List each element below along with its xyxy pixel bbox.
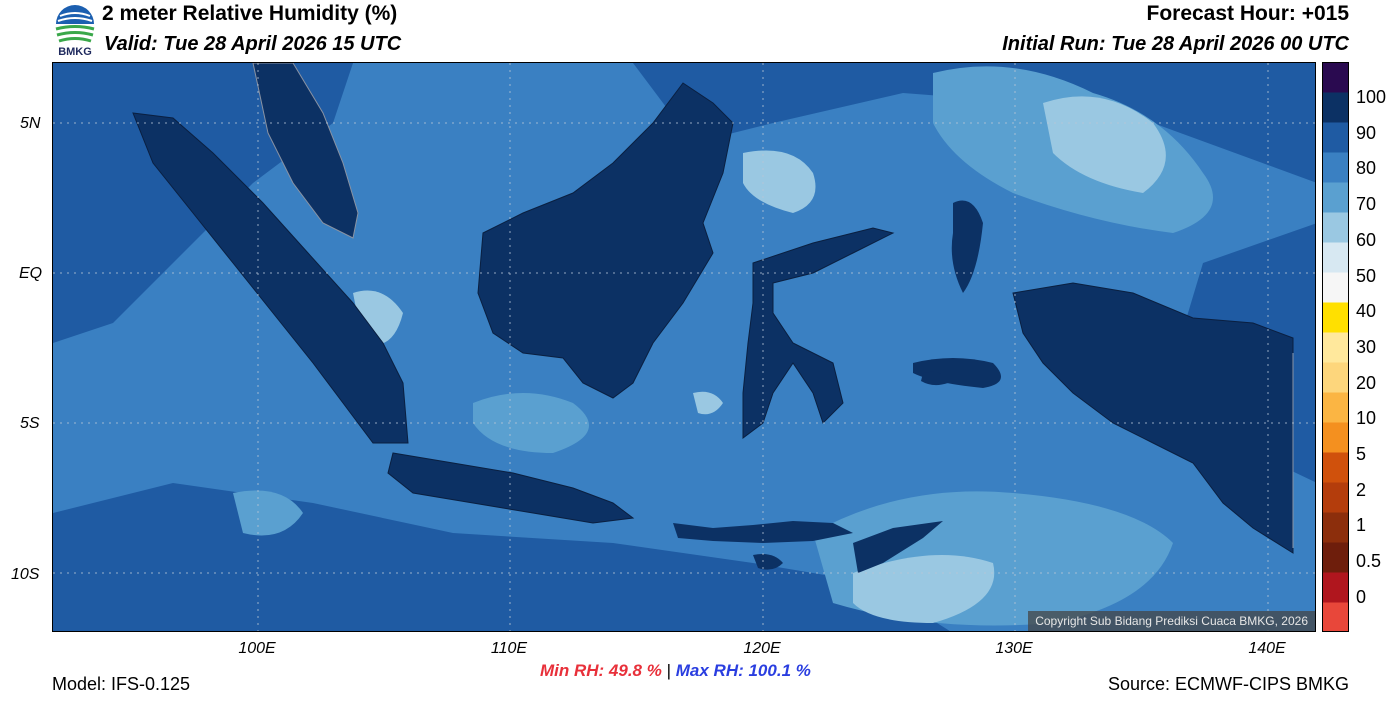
color-scale-step [1322, 362, 1349, 393]
color-scale-step [1322, 602, 1349, 632]
color-scale-step [1322, 272, 1349, 303]
color-scale-label: 5 [1356, 444, 1367, 464]
color-scale-label: 50 [1356, 265, 1377, 286]
color-scale-step [1322, 392, 1349, 423]
color-scale-step [1322, 482, 1349, 513]
color-scale-step [1322, 92, 1349, 123]
lon-label-140e: 140E [1248, 640, 1286, 657]
forecast-hour: Forecast Hour: +015 [1146, 2, 1350, 25]
max-rh-value: Max RH: 100.1 % [675, 661, 811, 680]
map-canvas [53, 63, 1315, 631]
lat-label-5s: 5S [20, 415, 40, 432]
color-scale-step [1322, 152, 1349, 183]
lon-label-110e: 110E [490, 640, 528, 657]
color-scale-label: 70 [1356, 194, 1377, 215]
initial-run: Initial Run: Tue 28 April 2026 00 UTC [1002, 33, 1349, 55]
lon-label-120e: 120E [743, 640, 781, 657]
color-scale-label: 2 [1356, 479, 1367, 500]
color-scale-label: 80 [1356, 158, 1377, 179]
model-label: Model: IFS-0.125 [52, 674, 191, 694]
copyright-note: Copyright Sub Bidang Prediksi Cuaca BMKG… [1028, 611, 1315, 631]
color-scale-step [1322, 182, 1349, 213]
lat-label-eq: EQ [19, 265, 43, 282]
lat-label-5n: 5N [20, 115, 41, 132]
color-scale-step [1322, 542, 1349, 573]
color-scale-step [1322, 572, 1349, 603]
bmkg-logo-icon [55, 5, 95, 43]
lon-label-100e: 100E [238, 640, 276, 657]
color-scale-step [1322, 302, 1349, 333]
color-scale-step [1322, 512, 1349, 543]
rh-min-max: Min RH: 49.8 % | Max RH: 100.1 % [540, 661, 811, 681]
valid-time: Valid: Tue 28 April 2026 15 UTC [104, 33, 402, 55]
color-scale-step [1322, 452, 1349, 483]
color-scale-step [1322, 212, 1349, 243]
color-scale-label: 10 [1356, 408, 1377, 429]
lat-label-10s: 10S [11, 566, 40, 583]
color-scale-label: 40 [1356, 301, 1377, 322]
bmkg-logo: BMKG [52, 2, 98, 60]
color-scale-step [1322, 122, 1349, 153]
lon-label-130e: 130E [995, 640, 1033, 657]
color-scale-label: 0.5 [1356, 551, 1382, 572]
color-scale-label: 60 [1356, 229, 1377, 250]
stats-separator: | [666, 661, 672, 680]
humidity-map[interactable]: Copyright Sub Bidang Prediksi Cuaca BMKG… [52, 62, 1316, 632]
min-rh-value: Min RH: 49.8 % [540, 661, 662, 680]
logo-text: BMKG [58, 46, 92, 58]
color-scale-step [1322, 62, 1349, 93]
color-scale-label: 30 [1356, 336, 1377, 357]
color-scale-step [1322, 332, 1349, 363]
color-scale-step [1322, 422, 1349, 453]
color-scale-label: 20 [1356, 372, 1377, 393]
color-scale-bar [1322, 62, 1349, 632]
color-scale-label: 0 [1356, 586, 1367, 607]
color-scale-label: 1 [1356, 515, 1367, 536]
color-scale-label: 90 [1356, 122, 1377, 143]
color-scale-label: 100 [1356, 87, 1387, 107]
color-scale-step [1322, 242, 1349, 273]
source-label: Source: ECMWF-CIPS BMKG [1107, 674, 1349, 694]
map-title: 2 meter Relative Humidity (%) [102, 2, 398, 25]
